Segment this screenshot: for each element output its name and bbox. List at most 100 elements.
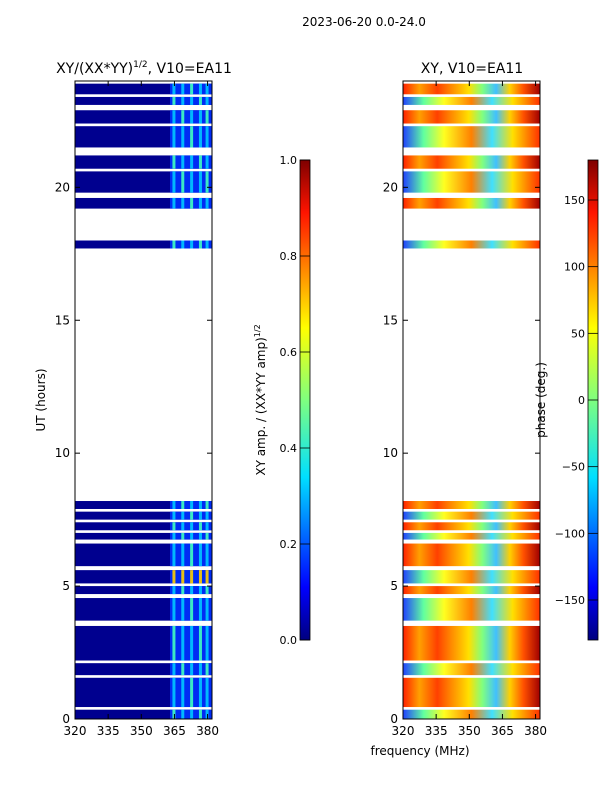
amplitude-bright-column xyxy=(181,501,185,509)
colorbar-tick-label: 0.2 xyxy=(280,538,298,551)
phase-colorbar-ticks: −150 −100 −50 0 50 100 150 xyxy=(555,194,598,607)
amplitude-bright-column xyxy=(190,570,194,584)
amplitude-bright-column xyxy=(190,586,194,595)
amplitude-band xyxy=(75,511,212,520)
phase-band xyxy=(403,586,540,595)
amplitude-bright-column xyxy=(181,240,185,249)
amplitude-bright-column xyxy=(190,663,194,676)
amplitude-bright-column xyxy=(181,709,185,719)
amplitude-bright-column xyxy=(198,522,202,531)
amplitude-bright-column xyxy=(205,625,209,661)
colorbar-tick-label: 0.6 xyxy=(280,346,298,359)
amplitude-bright-column xyxy=(172,570,176,584)
amplitude-bright-column xyxy=(181,171,185,193)
amplitude-bright-column xyxy=(198,543,202,567)
amplitude-bright-column xyxy=(181,96,185,105)
amplitude-bright-column xyxy=(181,532,185,540)
amplitude-bright-column xyxy=(205,197,209,209)
phase-band xyxy=(403,522,540,531)
x-tick-label: 365 xyxy=(491,724,514,738)
amplitude-bright-column xyxy=(198,240,202,249)
amplitude-bright-column xyxy=(190,522,194,531)
amplitude-bright-column xyxy=(205,511,209,520)
x-tick-label: 365 xyxy=(163,724,186,738)
colorbar-tick-label: 0.8 xyxy=(280,250,298,263)
x-tick-label: 335 xyxy=(425,724,448,738)
amplitude-bright-column xyxy=(198,96,202,105)
amplitude-bright-column xyxy=(190,240,194,249)
amplitude-bright-column xyxy=(190,155,194,169)
amplitude-heatmap xyxy=(75,83,212,719)
phase-colorbar-label: phase (deg.) xyxy=(534,362,548,438)
amplitude-bright-column xyxy=(181,126,185,148)
phase-band xyxy=(403,240,540,249)
phase-band xyxy=(403,663,540,676)
amplitude-bright-column xyxy=(198,197,202,209)
amplitude-colorbar-ticks: 0.0 0.2 0.4 0.6 0.8 1.0 xyxy=(280,154,310,647)
amplitude-bright-column xyxy=(198,677,202,708)
amplitude-bright-column xyxy=(172,171,176,193)
amplitude-bright-column xyxy=(205,543,209,567)
amplitude-bright-column xyxy=(181,625,185,661)
phase-band xyxy=(403,110,540,124)
y-tick-label: 20 xyxy=(55,180,70,194)
amplitude-bright-column xyxy=(181,598,185,621)
amplitude-colorbar: 0.0 0.2 0.4 0.6 0.8 1.0 XY amp. / (XX*YY amp)… xyxy=(253,154,311,647)
amplitude-bright-column xyxy=(205,83,209,95)
amplitude-bright-column xyxy=(198,663,202,676)
amplitude-bright-column xyxy=(205,663,209,676)
amplitude-colorbar-label: XY amp. / (XX*YY amp)1/2 xyxy=(253,324,268,475)
phase-panel-title: XY, V10=EA11 xyxy=(421,61,523,77)
amplitude-bright-column xyxy=(198,598,202,621)
x-tick-label: 350 xyxy=(458,724,481,738)
phase-band xyxy=(403,709,540,719)
amplitude-bright-column xyxy=(181,677,185,708)
amplitude-bright-column xyxy=(172,598,176,621)
amplitude-panel: XY/(XX*YY)1/2, V10=EA11 320 335 350 365 380 0… xyxy=(34,60,232,738)
phase-panel: XY, V10=EA11 320 335 350 365 380 0 5 10 15 20 xyxy=(383,61,547,738)
colorbar-tick-label: 50 xyxy=(571,327,585,340)
amplitude-band xyxy=(75,586,212,595)
amplitude-bright-column xyxy=(172,677,176,708)
amplitude-bright-column xyxy=(172,126,176,148)
phase-band xyxy=(403,532,540,540)
amplitude-bright-column xyxy=(190,110,194,124)
y-tick-label: 5 xyxy=(62,579,70,593)
y-tick-label: 15 xyxy=(55,313,70,327)
amplitude-bright-column xyxy=(181,663,185,676)
amplitude-bright-column xyxy=(205,171,209,193)
amplitude-bright-column xyxy=(172,543,176,567)
colorbar-tick-label: 0 xyxy=(578,394,585,407)
amplitude-bright-column xyxy=(190,96,194,105)
x-tick-label: 320 xyxy=(64,724,87,738)
colorbar-tick-label: 0.0 xyxy=(280,634,298,647)
y-tick-label: 20 xyxy=(383,180,398,194)
phase-band xyxy=(403,501,540,509)
phase-band xyxy=(403,126,540,148)
phase-band xyxy=(403,511,540,520)
amplitude-bright-column xyxy=(190,171,194,193)
amplitude-bright-column xyxy=(181,83,185,95)
phase-band xyxy=(403,570,540,584)
phase-heatmap xyxy=(403,83,540,719)
y-tick-label: 0 xyxy=(62,712,70,726)
amplitude-band xyxy=(75,240,212,249)
x-tick-label: 335 xyxy=(97,724,120,738)
amplitude-bright-column xyxy=(205,155,209,169)
amplitude-bright-column xyxy=(205,570,209,584)
amplitude-bright-column xyxy=(172,625,176,661)
frequency-xlabel: frequency (MHz) xyxy=(370,744,469,758)
amplitude-bright-column xyxy=(172,501,176,509)
amplitude-bright-column xyxy=(205,532,209,540)
amplitude-band xyxy=(75,709,212,719)
phase-axes: 320 335 350 365 380 0 5 10 15 20 xyxy=(383,81,547,738)
amplitude-bright-column xyxy=(205,586,209,595)
x-tick-label: 320 xyxy=(392,724,415,738)
amplitude-bright-column xyxy=(172,586,176,595)
amplitude-bright-column xyxy=(190,511,194,520)
y-tick-label: 5 xyxy=(390,579,398,593)
amplitude-band xyxy=(75,83,212,95)
amplitude-bright-column xyxy=(172,240,176,249)
amplitude-colorbar-gradient xyxy=(299,159,311,641)
